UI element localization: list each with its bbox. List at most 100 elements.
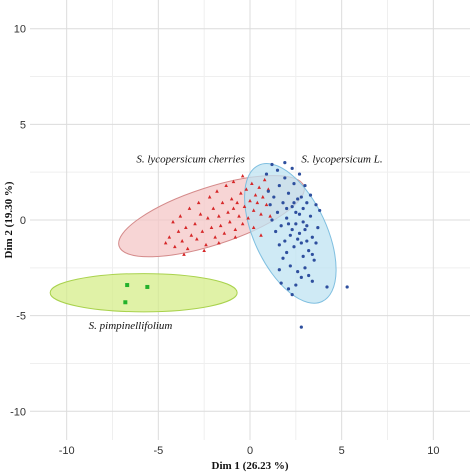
point-triangle xyxy=(195,237,199,241)
point-circle xyxy=(274,229,278,234)
point-circle xyxy=(290,205,294,209)
point-triangle xyxy=(187,206,192,210)
point-circle xyxy=(292,201,296,205)
point-triangle xyxy=(261,195,265,199)
point-circle xyxy=(310,235,314,239)
point-circle xyxy=(283,161,287,165)
point-circle xyxy=(303,227,307,232)
point-triangle xyxy=(189,233,194,237)
point-circle xyxy=(305,201,309,205)
point-circle xyxy=(283,176,287,180)
group-label-0: S. lycopersicum cherries xyxy=(136,154,244,166)
point-triangle xyxy=(233,227,238,231)
point-circle xyxy=(294,210,298,214)
point-circle xyxy=(316,226,320,230)
point-triangle xyxy=(259,233,263,237)
point-triangle xyxy=(250,181,254,186)
point-circle xyxy=(268,203,272,207)
point-triangle xyxy=(206,216,210,220)
point-circle xyxy=(292,245,296,249)
point-circle xyxy=(288,264,292,268)
point-circle xyxy=(297,231,302,235)
point-triangle xyxy=(262,177,267,182)
point-circle xyxy=(301,254,305,258)
confidence-ellipses xyxy=(49,163,337,313)
point-circle xyxy=(308,193,313,197)
point-triangle xyxy=(264,202,269,207)
point-triangle xyxy=(184,225,188,230)
point-circle xyxy=(286,222,291,226)
point-triangle xyxy=(233,235,238,239)
point-triangle xyxy=(253,193,258,197)
point-triangle xyxy=(229,196,234,201)
point-triangle xyxy=(176,229,181,233)
point-circle xyxy=(288,233,292,237)
point-triangle xyxy=(240,174,245,178)
point-triangle xyxy=(239,191,243,195)
point-circle xyxy=(345,285,349,289)
point-triangle xyxy=(257,185,261,189)
point-circle xyxy=(314,241,318,245)
point-circle xyxy=(277,183,281,188)
point-triangle xyxy=(228,219,232,224)
point-triangle xyxy=(213,235,217,239)
point-triangle xyxy=(244,187,249,191)
x-tick-label: 10 xyxy=(427,445,439,457)
point-circle xyxy=(297,212,302,216)
point-circle xyxy=(301,220,305,224)
group-label-1: S. lycopersicum L. xyxy=(301,154,382,166)
point-triangle xyxy=(235,200,239,205)
point-circle xyxy=(270,162,274,167)
point-triangle xyxy=(217,214,221,218)
point-triangle xyxy=(171,219,175,224)
point-triangle xyxy=(251,208,256,212)
point-circle xyxy=(299,325,303,329)
point-circle xyxy=(294,283,298,287)
y-tick-label: 0 xyxy=(20,215,26,227)
point-circle xyxy=(312,258,316,262)
y-tick-label: 10 xyxy=(14,24,26,36)
point-triangle xyxy=(196,200,201,205)
data-points xyxy=(123,161,349,329)
point-triangle xyxy=(178,214,183,218)
x-tick-label: 0 xyxy=(247,445,253,457)
point-circle xyxy=(279,281,283,285)
point-circle xyxy=(264,172,269,176)
point-circle xyxy=(272,195,276,199)
point-circle xyxy=(281,256,285,260)
point-circle xyxy=(270,218,274,222)
point-circle xyxy=(310,279,314,283)
y-tick-label: 5 xyxy=(20,119,26,131)
point-triangle xyxy=(217,240,221,245)
ellipse-2 xyxy=(49,273,238,313)
point-square xyxy=(123,300,128,305)
point-circle xyxy=(307,273,311,278)
point-circle xyxy=(285,206,289,211)
point-triangle xyxy=(211,206,216,210)
point-triangle xyxy=(255,200,260,205)
y-tick-label: -5 xyxy=(16,311,26,323)
point-triangle xyxy=(246,216,250,220)
point-square xyxy=(125,283,130,288)
point-circle xyxy=(279,224,283,228)
point-circle xyxy=(310,252,314,257)
point-circle xyxy=(266,189,270,193)
point-triangle xyxy=(242,204,247,209)
point-circle xyxy=(318,208,322,213)
point-circle xyxy=(277,243,281,247)
point-circle xyxy=(285,216,289,220)
point-triangle xyxy=(167,235,172,239)
point-triangle xyxy=(215,189,219,193)
point-triangle xyxy=(231,179,236,184)
point-circle xyxy=(275,168,280,172)
point-triangle xyxy=(163,240,168,245)
point-circle xyxy=(286,191,291,195)
point-circle xyxy=(290,166,294,170)
point-circle xyxy=(303,183,307,188)
point-circle xyxy=(299,241,303,245)
group-annotations: S. lycopersicum cherries S. lycopersicum … xyxy=(89,154,383,332)
point-triangle xyxy=(220,200,225,205)
point-circle xyxy=(299,195,303,199)
point-circle xyxy=(296,197,300,201)
